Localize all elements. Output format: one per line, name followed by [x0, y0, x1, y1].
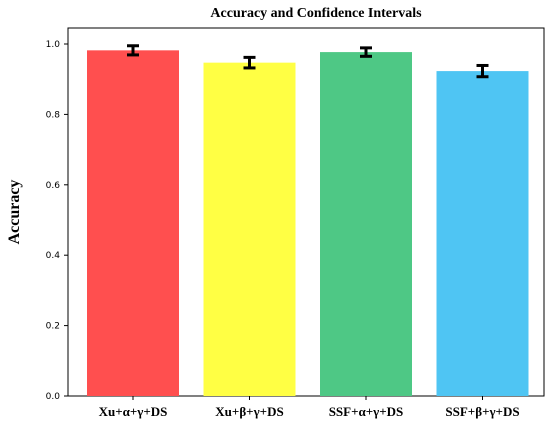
bars — [87, 50, 529, 396]
bar-1 — [87, 50, 179, 396]
y-tick-label: 0.6 — [46, 181, 61, 191]
bar-4 — [436, 71, 529, 396]
y-tick-label: 0.0 — [46, 392, 61, 402]
x-axis-ticks: Xu+α+γ+DS Xu+β+γ+DS SSF+α+γ+DS SSF+β+γ+DS — [99, 396, 520, 419]
error-bar-3 — [360, 46, 372, 58]
y-axis-ticks: 0.0 0.2 0.4 0.6 0.8 1.0 — [46, 40, 68, 402]
chart-title: Accuracy and Confidence Intervals — [210, 6, 422, 21]
error-bars — [127, 44, 489, 79]
y-axis-label: Accuracy — [6, 180, 23, 245]
x-tick-label: Xu+α+γ+DS — [99, 404, 168, 419]
y-tick-label: 1.0 — [46, 40, 61, 50]
x-tick-label: SSF+α+γ+DS — [329, 404, 404, 419]
plot-border — [67, 27, 545, 397]
x-tick-label: Xu+β+γ+DS — [215, 404, 283, 419]
y-tick-label: 0.2 — [46, 322, 60, 332]
bar-2 — [203, 62, 296, 396]
x-tick-label: SSF+β+γ+DS — [445, 404, 519, 419]
error-bar-1 — [127, 44, 139, 57]
bar-3 — [320, 52, 412, 396]
y-tick-label: 0.8 — [46, 110, 61, 120]
error-bar-4 — [476, 63, 489, 79]
plot-frame — [67, 27, 545, 397]
y-tick-label: 0.4 — [46, 251, 61, 261]
error-bar-2 — [243, 55, 256, 70]
